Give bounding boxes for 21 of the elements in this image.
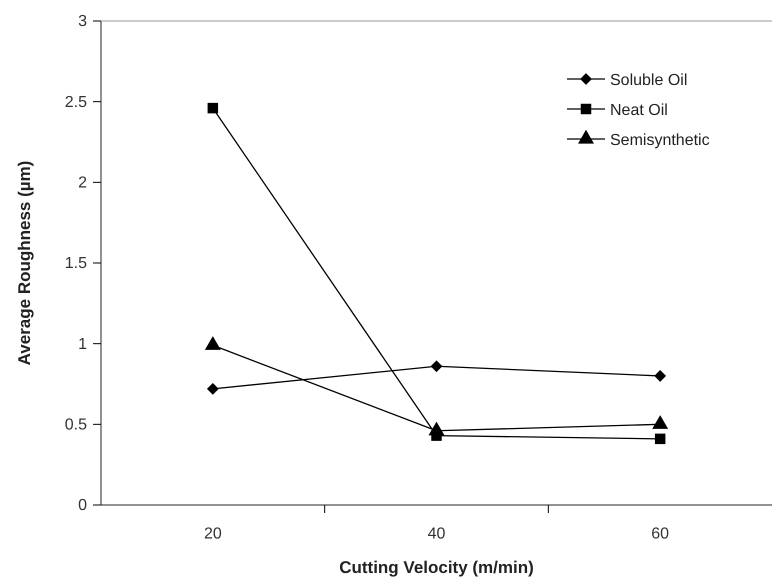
y-tick-label: 3 — [78, 13, 88, 30]
legend-label: Semisynthetic — [610, 132, 710, 149]
x-axis-title: Cutting Velocity (m/min) — [339, 558, 534, 577]
y-axis-title: Average Roughness (µm) — [15, 160, 34, 366]
y-tick-label: 0 — [78, 497, 88, 514]
y-tick-label: 1.5 — [64, 255, 88, 272]
legend-label: Soluble Oil — [610, 72, 688, 89]
y-tick-label: 2 — [78, 174, 88, 192]
point — [431, 430, 442, 441]
x-tick-label: 20 — [204, 525, 222, 542]
x-tick-label: 60 — [651, 525, 670, 542]
x-tick-label: 40 — [428, 525, 446, 542]
y-tick-label: 2.5 — [64, 94, 88, 111]
y-tick-label: 1 — [78, 336, 88, 353]
y-tick-label: 0.5 — [64, 416, 88, 434]
point — [654, 370, 666, 382]
point — [206, 382, 219, 395]
point — [654, 434, 666, 444]
point — [430, 360, 442, 372]
point — [208, 102, 218, 114]
legend-label: Neat Oil — [610, 102, 668, 119]
